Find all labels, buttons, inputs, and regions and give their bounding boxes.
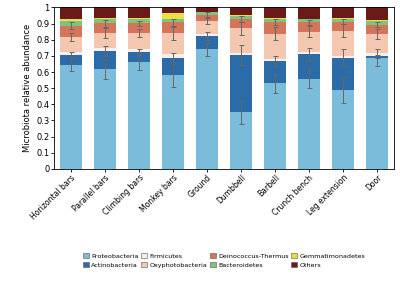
Bar [366,53,388,56]
Bar [94,18,116,19]
Bar [298,32,320,52]
Bar [264,34,286,59]
Bar [264,7,286,18]
Bar [60,21,82,25]
Bar [230,28,252,54]
Bar [196,12,218,13]
Bar [162,7,184,13]
Bar [60,65,82,169]
Bar [128,62,150,169]
Bar [60,52,82,55]
Bar [366,56,388,57]
Bar [128,18,150,19]
Bar [60,55,82,65]
Bar [366,34,388,53]
Bar [60,25,82,36]
Bar [230,54,252,55]
Bar [162,54,184,57]
Bar [230,112,252,169]
Bar [196,15,218,21]
Bar [366,20,388,21]
Bar [332,90,354,169]
Bar [94,33,116,48]
Bar [230,15,252,16]
Bar [264,22,286,34]
Legend: Proteobacteria, Actinobacteria, Firmicutes, Oxyphotobacteria, Deinococcus-Thermu: Proteobacteria, Actinobacteria, Firmicut… [83,253,365,268]
Bar [332,7,354,18]
Bar [298,7,320,19]
Bar [128,52,150,62]
Bar [230,16,252,19]
Bar [264,19,286,22]
Bar [230,19,252,28]
Bar [298,54,320,79]
Bar [94,19,116,23]
Bar [298,19,320,22]
Bar [60,19,82,21]
Bar [196,7,218,12]
Bar [332,22,354,31]
Bar [196,34,218,36]
Bar [128,23,150,33]
Bar [298,22,320,32]
Bar [162,19,184,22]
Bar [94,7,116,18]
Bar [264,59,286,61]
Bar [94,23,116,33]
Bar [332,56,354,57]
Bar [196,49,218,169]
Bar [196,36,218,49]
Bar [94,51,116,69]
Bar [264,18,286,19]
Bar [60,36,82,52]
Bar [230,7,252,15]
Bar [366,25,388,34]
Bar [298,79,320,169]
Y-axis label: Microbiota relative abundance: Microbiota relative abundance [24,24,32,152]
Bar [264,83,286,169]
Bar [264,61,286,83]
Bar [60,7,82,19]
Bar [366,7,388,20]
Bar [196,21,218,34]
Bar [366,21,388,25]
Bar [196,13,218,15]
Bar [332,19,354,22]
Bar [128,33,150,49]
Bar [94,48,116,51]
Bar [128,7,150,18]
Bar [332,31,354,56]
Bar [162,22,184,33]
Bar [162,33,184,54]
Bar [298,52,320,54]
Bar [332,18,354,19]
Bar [162,13,184,19]
Bar [128,49,150,52]
Bar [94,69,116,169]
Bar [332,57,354,90]
Bar [128,19,150,23]
Bar [366,57,388,169]
Bar [162,75,184,169]
Bar [230,55,252,112]
Bar [162,57,184,75]
